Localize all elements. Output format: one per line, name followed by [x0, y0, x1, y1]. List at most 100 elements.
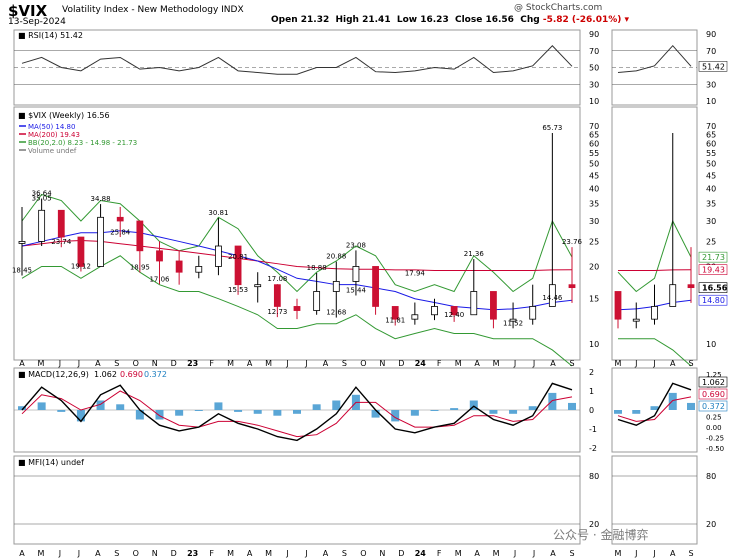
price-annotation-2: 35.05	[32, 195, 52, 203]
zoom-candle-body-24	[614, 291, 622, 320]
price-annotation-22: 21.36	[464, 250, 485, 258]
x-tick-26: J	[513, 549, 516, 558]
close-value: 16.56	[485, 15, 514, 25]
x-tick-4: A	[95, 549, 101, 558]
mid-x-tick-17: S	[342, 359, 347, 368]
zoom-macd-tick-5: 0.00	[706, 424, 722, 432]
close-label: Close	[454, 15, 483, 25]
rsi-tick-50: 50	[589, 64, 599, 73]
x-tick-24: A	[474, 549, 480, 558]
mid-x-tick-14: J	[285, 359, 288, 368]
price-annotation-10: 20.81	[228, 253, 248, 261]
zoom-bb-upper-line	[617, 219, 692, 293]
zoom-macd-hist-bar-26	[650, 406, 659, 410]
macd-tick-0: 0	[589, 406, 594, 415]
price-tick-10: 10	[589, 340, 599, 349]
price-tick-50: 50	[589, 160, 599, 169]
price-annotation-4: 19.12	[71, 263, 91, 271]
price-annotation-12: 17.08	[267, 275, 287, 283]
candle-body-1	[38, 209, 46, 242]
mfi-tick-80: 80	[589, 472, 599, 481]
price-tick-60: 60	[589, 139, 599, 148]
candle-body-24	[490, 291, 497, 320]
candle-body-11	[234, 245, 242, 286]
rsi-line	[21, 45, 573, 75]
zoom-price-tick-45: 45	[706, 172, 716, 181]
mid-x-tick-3: J	[77, 359, 80, 368]
legend-entry-2: BB(20,2.0) 8.23 - 14.98 - 21.73	[28, 139, 137, 147]
symbol-description: Volatility Index - New Methodology INDX	[62, 5, 244, 15]
macd-right-label-0: 1.062	[702, 378, 725, 387]
macd-hist-bar-14	[293, 410, 301, 414]
x-tick-6: O	[133, 549, 139, 558]
price-annotation-3: 23.74	[51, 238, 72, 246]
rsi-current-box	[698, 61, 728, 72]
rsi-tick-90: 90	[589, 30, 599, 39]
macd-hist-bar-25	[509, 410, 518, 414]
macd-hist-bar-26	[528, 406, 537, 410]
price-tick-65: 65	[589, 130, 599, 139]
macd-hist-bar-3	[76, 410, 85, 422]
price-annotation-15: 12.68	[326, 309, 346, 317]
candle-body-26	[529, 306, 537, 320]
x-tick-10: F	[209, 549, 214, 558]
macd-label: ■ MACD(12,26,9)	[18, 370, 89, 379]
macd-hist-bar-20	[410, 410, 419, 416]
zoom-x-tick-4: S	[688, 549, 693, 558]
x-tick-5: S	[114, 549, 119, 558]
macd-value-label: 1.062	[94, 370, 117, 379]
ma200-line	[21, 240, 573, 271]
bb-upper-line	[21, 193, 573, 293]
macd-hist-bar-0	[18, 406, 26, 410]
candle-body-7	[156, 250, 163, 262]
candle-body-23	[470, 291, 478, 316]
macd-right-box-1	[698, 388, 728, 400]
price-tick-20: 20	[589, 262, 599, 271]
zoom-panel-price-frame	[611, 106, 698, 361]
price-annotation-0: 18.45	[12, 267, 32, 275]
macd-right-label-1: 0.690	[702, 390, 725, 399]
x-tick-12: A	[247, 549, 253, 558]
price-tick-45: 45	[589, 172, 599, 181]
zoom-mid-x-tick-3: A	[670, 359, 676, 368]
x-tick-16: A	[323, 549, 329, 558]
zoom-macd-hist-bar-27	[668, 392, 677, 410]
chart-date: 13-Sep-2024	[8, 17, 66, 27]
macd-hist-bar-19	[391, 410, 400, 422]
price-annotation-24: 65.73	[542, 124, 562, 132]
price-right-label-1: 19.43	[702, 266, 725, 275]
panel-price-frame	[13, 106, 581, 361]
legend-entry-1: MA(200) 19.43	[28, 131, 80, 139]
ohlc-readout: Open 21.32 High 21.41 Low 16.23 Close 16…	[271, 15, 630, 25]
rsi-tick-70: 70	[589, 47, 599, 56]
candle-body-3	[77, 236, 85, 267]
candle-body-16	[332, 281, 340, 292]
zoom-mid-x-tick-2: J	[652, 359, 655, 368]
mid-x-tick-5: S	[114, 359, 119, 368]
rsi-tick-10: 10	[589, 97, 599, 106]
high-value: 21.41	[362, 15, 391, 25]
price-right-label-0: 21.73	[702, 253, 725, 262]
zoom-price-tick-50: 50	[706, 160, 716, 169]
panel-mfi-frame	[13, 455, 581, 545]
mid-x-tick-28: A	[550, 359, 556, 368]
zoom-price-tick-60: 60	[706, 139, 716, 148]
macd-right-box-2	[698, 400, 728, 412]
price-annotation-14: 18.88	[307, 264, 327, 272]
zoom-ma200-line	[618, 269, 692, 271]
mid-x-tick-1: M	[38, 359, 45, 368]
x-tick-14: J	[285, 549, 288, 558]
x-tick-22: F	[437, 549, 442, 558]
x-tick-13: M	[265, 549, 272, 558]
price-annotation-16: 20.88	[326, 253, 346, 261]
zoom-macd-tick-0: 1.25	[706, 371, 722, 379]
price-annotation-19: 11.81	[385, 317, 405, 325]
candle-body-0	[18, 241, 26, 244]
zoom-mfi-tick-20: 20	[706, 520, 716, 529]
zoom-rsi-tick-70: 70	[706, 47, 716, 56]
price-right-box-3	[698, 294, 728, 306]
zoom-macd-hist-bar-24	[614, 410, 622, 414]
macd-tick-2: 2	[589, 368, 594, 377]
macd-hist-bar-16	[332, 400, 341, 410]
macd-hist-bar-28	[568, 402, 576, 410]
